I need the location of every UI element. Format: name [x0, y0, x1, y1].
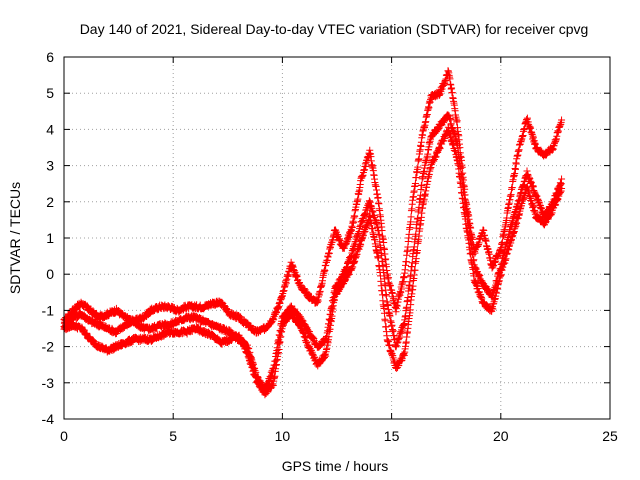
- y-tick-label: 3: [46, 158, 54, 174]
- x-tick-label: 20: [493, 428, 509, 444]
- data-point: [412, 230, 420, 238]
- y-tick-label: -1: [42, 302, 55, 318]
- data-point: [508, 184, 516, 192]
- data-point: [414, 163, 422, 171]
- x-tick-label: 15: [384, 428, 400, 444]
- y-tick-label: -2: [42, 339, 55, 355]
- data-point: [558, 175, 566, 183]
- data-point: [511, 165, 519, 173]
- data-point: [381, 317, 389, 325]
- x-tick-label: 5: [169, 428, 177, 444]
- data-point: [411, 266, 419, 274]
- x-tick-label: 10: [275, 428, 291, 444]
- y-tick-label: 5: [46, 85, 54, 101]
- y-tick-label: 4: [46, 121, 54, 137]
- y-axis-label: SDTVAR / TECUs: [7, 182, 23, 294]
- data-point: [558, 116, 566, 124]
- chart-title: Day 140 of 2021, Sidereal Day-to-day VTE…: [80, 21, 589, 37]
- data-points: [60, 67, 566, 399]
- data-point: [453, 117, 461, 125]
- data-point: [382, 292, 390, 300]
- x-axis-label: GPS time / hours: [282, 458, 389, 474]
- data-point: [411, 180, 419, 188]
- y-tick-label: 0: [46, 266, 54, 282]
- data-point: [402, 258, 410, 266]
- x-tick-label: 25: [602, 428, 618, 444]
- data-point: [408, 259, 416, 267]
- data-point: [407, 213, 415, 221]
- y-tick-label: 6: [46, 49, 54, 65]
- data-point: [418, 181, 426, 189]
- y-tick-label: -3: [42, 375, 55, 391]
- x-tick-label: 0: [60, 428, 68, 444]
- y-tick-label: 2: [46, 194, 54, 210]
- y-tick-label: 1: [46, 230, 54, 246]
- y-tick-label: -4: [42, 411, 55, 427]
- data-point: [375, 231, 383, 239]
- series-1: [60, 67, 566, 337]
